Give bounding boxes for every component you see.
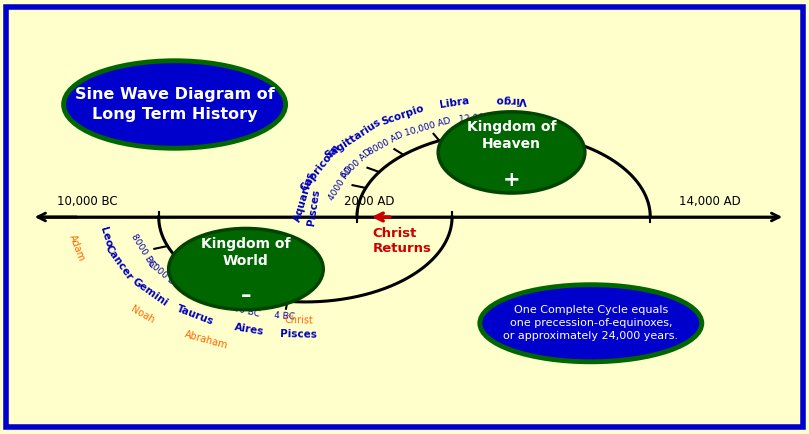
- Text: 6000 AD: 6000 AD: [340, 147, 374, 181]
- Text: Christ: Christ: [285, 315, 314, 326]
- Text: 12,000 AD: 12,000 AD: [459, 112, 506, 124]
- Text: 14,000 AD: 14,000 AD: [679, 195, 740, 208]
- Text: Scorpio: Scorpio: [379, 104, 425, 128]
- Text: Pisces: Pisces: [306, 188, 321, 227]
- Text: One Complete Cycle equals
one precession-of-equinoxes,
or approximately 24,000 y: One Complete Cycle equals one precession…: [503, 305, 679, 342]
- Text: 4000 BC: 4000 BC: [180, 284, 218, 308]
- Text: Sine Wave Diagram of
Long Term History: Sine Wave Diagram of Long Term History: [74, 87, 274, 122]
- Text: 10,000 AD: 10,000 AD: [404, 116, 451, 138]
- Text: Adam: Adam: [67, 233, 87, 263]
- Text: 8000 AD: 8000 AD: [366, 130, 404, 157]
- Text: Kingdom of
Heaven: Kingdom of Heaven: [467, 120, 557, 151]
- Text: 4000 AD: 4000 AD: [327, 164, 355, 201]
- Ellipse shape: [480, 285, 701, 362]
- Text: Taurus: Taurus: [176, 304, 215, 327]
- Ellipse shape: [438, 112, 585, 193]
- Text: –: –: [241, 286, 251, 306]
- Text: Noah: Noah: [129, 304, 156, 326]
- Text: Sagittarius: Sagittarius: [324, 116, 383, 161]
- Text: Libra: Libra: [439, 96, 470, 110]
- Text: Aquarius: Aquarius: [292, 170, 316, 223]
- Ellipse shape: [168, 228, 324, 310]
- Text: 10,000 BC: 10,000 BC: [57, 195, 117, 208]
- Text: Kingdom of
World: Kingdom of World: [201, 237, 290, 268]
- Text: Virgo: Virgo: [495, 95, 527, 105]
- Text: 6000 BC: 6000 BC: [146, 259, 181, 290]
- Text: Cancer: Cancer: [104, 243, 135, 282]
- Text: 8000 BC: 8000 BC: [129, 233, 157, 270]
- Ellipse shape: [64, 61, 286, 148]
- Text: Gemini: Gemini: [131, 276, 170, 308]
- Text: 2000 BC: 2000 BC: [221, 301, 260, 319]
- Text: Abraham: Abraham: [184, 329, 229, 351]
- Text: Leo: Leo: [98, 226, 114, 249]
- Text: 4 BC: 4 BC: [273, 311, 295, 322]
- Text: Pisces: Pisces: [280, 329, 317, 339]
- Text: 2000 AD: 2000 AD: [344, 195, 394, 208]
- Text: Capricorn: Capricorn: [299, 142, 341, 193]
- Text: Christ
Returns: Christ Returns: [373, 227, 432, 256]
- Text: +: +: [502, 170, 520, 190]
- Text: Aires: Aires: [234, 322, 265, 337]
